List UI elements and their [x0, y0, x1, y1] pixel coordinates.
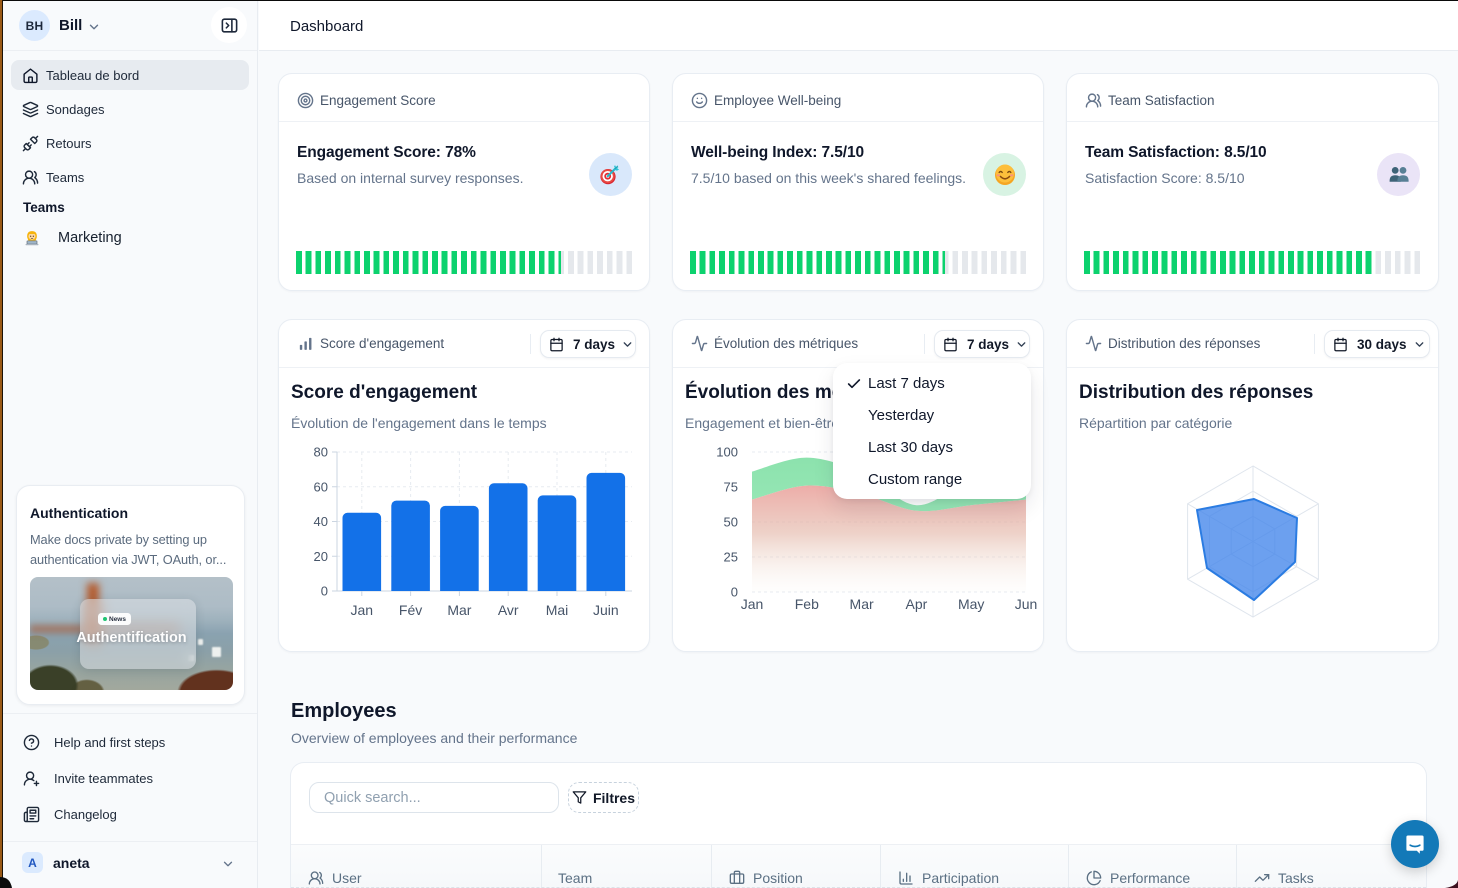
svg-text:80: 80 [314, 445, 328, 460]
svg-text:Mai: Mai [546, 602, 569, 618]
svg-text:Mar: Mar [850, 596, 874, 612]
svg-text:60: 60 [314, 479, 328, 494]
svg-text:Mar: Mar [447, 602, 471, 618]
svg-text:Feb: Feb [795, 596, 819, 612]
svg-text:25: 25 [724, 550, 738, 565]
svg-text:Jan: Jan [741, 596, 764, 612]
svg-text:Apr: Apr [906, 596, 928, 612]
svg-text:100: 100 [716, 445, 738, 460]
svg-text:Jun: Jun [1015, 596, 1038, 612]
svg-text:50: 50 [724, 515, 738, 530]
svg-text:Juin: Juin [593, 602, 619, 618]
svg-text:May: May [958, 596, 984, 612]
svg-text:40: 40 [314, 514, 328, 529]
svg-text:0: 0 [321, 584, 328, 599]
svg-text:Avr: Avr [498, 602, 519, 618]
svg-text:Fév: Fév [399, 602, 422, 618]
svg-text:20: 20 [314, 549, 328, 564]
svg-text:0: 0 [731, 585, 738, 600]
svg-text:75: 75 [724, 480, 738, 495]
svg-text:Jan: Jan [351, 602, 374, 618]
